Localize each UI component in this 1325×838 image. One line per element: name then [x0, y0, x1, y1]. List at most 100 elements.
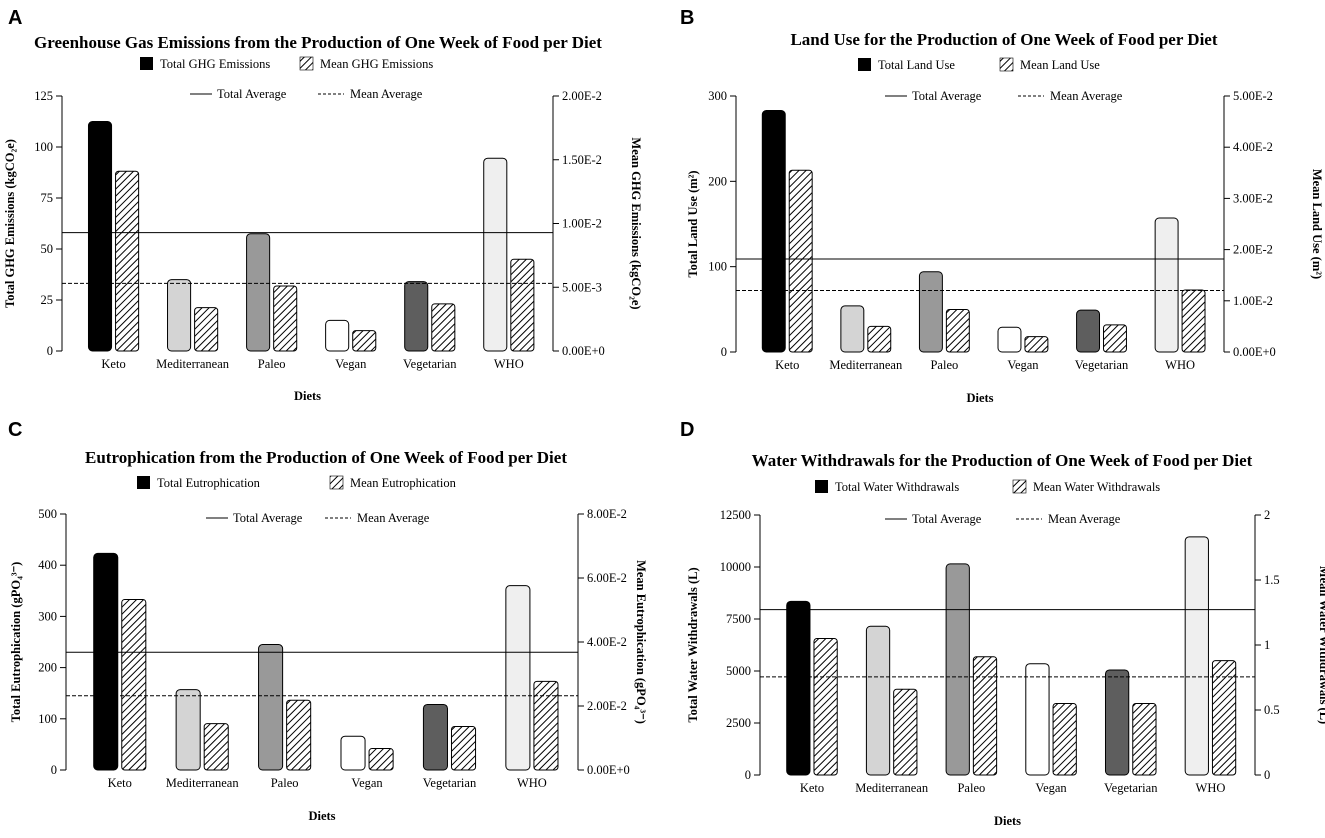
y-axis-label: Total Land Use (m²): [686, 170, 700, 277]
x-tick-label: WHO: [1196, 781, 1226, 795]
y-axis-label: Total Eutrophication (gPO₄³⁻): [9, 562, 23, 723]
bar-mean-keto: [788, 169, 813, 353]
y-axis-label: Total Water Withdrawals (L): [686, 567, 700, 722]
y-tick-label: 10000: [720, 560, 751, 574]
y2-tick-label: 8.00E-2: [587, 507, 627, 521]
bar-total-vegan: [340, 735, 366, 771]
y-tick-label: 25: [41, 293, 54, 307]
legend-label-total-average: Total Average: [912, 89, 982, 103]
bar-mean-paleo: [286, 699, 312, 771]
legend-label-total: Total Water Withdrawals: [835, 480, 959, 494]
legend-label-mean: Mean Eutrophication: [350, 476, 457, 490]
bar-total-paleo: [945, 563, 970, 776]
y2-axis-label: Mean Eutrophication (gPO₄³⁻): [634, 560, 648, 724]
x-tick-label: Paleo: [271, 776, 299, 790]
x-tick-label: Paleo: [930, 358, 958, 372]
bar-mean-mediterranean: [893, 688, 918, 776]
bar-total-who: [1184, 536, 1209, 776]
legend-swatch-mean: [299, 56, 314, 71]
bar-total-vegan: [997, 326, 1022, 353]
x-tick-label: Paleo: [957, 781, 985, 795]
panel-eutrophication: C Eutrophication from the Production of O…: [8, 419, 648, 823]
bar-total-paleo: [258, 644, 284, 771]
bar-mean-paleo: [273, 285, 298, 352]
x-tick-label: WHO: [517, 776, 547, 790]
x-tick-label: Vegetarian: [1075, 358, 1129, 372]
legend-label-mean-average: Mean Average: [357, 511, 430, 525]
y2-axis-label: Mean Water Withdrawals (L): [1317, 566, 1325, 724]
panel-label: D: [680, 419, 694, 441]
legend-label-total: Total Eutrophication: [157, 476, 261, 490]
y-tick-label: 0: [47, 344, 53, 358]
y-tick-label: 300: [708, 89, 727, 103]
x-axis-label: Diets: [994, 814, 1021, 828]
y2-tick-label: 2.00E-2: [562, 89, 602, 103]
bar-mean-who: [510, 258, 535, 352]
chart-title: Land Use for the Production of One Week …: [790, 30, 1217, 49]
y-tick-label: 50: [41, 242, 54, 256]
x-tick-label: Mediterranean: [166, 776, 240, 790]
legend-swatch-mean: [999, 57, 1014, 72]
legend-label-mean-average: Mean Average: [1048, 512, 1121, 526]
bar-mean-vegetarian: [1132, 703, 1157, 776]
x-tick-label: Mediterranean: [829, 358, 903, 372]
x-axis-label: Diets: [966, 391, 993, 405]
x-tick-label: Mediterranean: [855, 781, 929, 795]
legend-swatch-total: [815, 480, 828, 493]
x-tick-label: Vegetarian: [403, 357, 457, 371]
panel-water: D Water Withdrawals for the Production of…: [680, 419, 1325, 828]
legend-label-total-average: Total Average: [912, 512, 982, 526]
bar-mean-vegetarian: [1103, 324, 1127, 353]
bar-mean-paleo: [972, 656, 998, 776]
y-tick-label: 0: [745, 768, 751, 782]
y-tick-label: 5000: [726, 664, 751, 678]
x-tick-label: Vegan: [335, 357, 367, 371]
panel-land-use: B Land Use for the Production of One Week…: [680, 7, 1324, 405]
legend-label-mean: Mean Land Use: [1020, 58, 1100, 72]
bar-total-who: [483, 157, 508, 352]
bar-total-paleo: [246, 233, 271, 352]
bar-total-vegetarian: [404, 281, 429, 352]
legend-swatch-mean: [329, 475, 344, 490]
bar-mean-paleo: [945, 309, 970, 353]
bar-total-vegan: [325, 319, 350, 352]
y2-tick-label: 0.00E+0: [1233, 345, 1276, 359]
y2-tick-label: 0.00E+0: [587, 763, 630, 777]
x-tick-label: Vegetarian: [1104, 781, 1158, 795]
y2-tick-label: 5.00E-3: [562, 280, 602, 294]
y2-axis-label: Mean GHG Emissions (kgCO₂e): [629, 137, 643, 309]
x-tick-label: WHO: [1165, 358, 1195, 372]
x-tick-label: Keto: [800, 781, 824, 795]
y2-tick-label: 4.00E-2: [1233, 140, 1273, 154]
x-axis-label: Diets: [308, 809, 335, 823]
x-tick-label: Keto: [775, 358, 799, 372]
bar-mean-vegan: [1024, 336, 1049, 353]
y2-tick-label: 6.00E-2: [587, 571, 627, 585]
y-tick-label: 7500: [726, 612, 751, 626]
legend-swatch-total: [137, 476, 150, 489]
x-tick-label: Vegetarian: [423, 776, 477, 790]
bar-mean-mediterranean: [194, 307, 219, 352]
y-tick-label: 200: [38, 661, 57, 675]
legend-label-total-average: Total Average: [217, 87, 287, 101]
bar-total-keto: [761, 110, 786, 353]
bar-total-paleo: [918, 271, 943, 353]
y2-tick-label: 0.5: [1264, 703, 1280, 717]
bar-mean-vegan: [368, 748, 394, 771]
bar-total-vegetarian: [1076, 309, 1101, 353]
bar-total-mediterranean: [840, 305, 865, 353]
y-axis-label: Total GHG Emissions (kgCO₂e): [3, 139, 17, 308]
x-tick-label: Keto: [108, 776, 132, 790]
y-tick-label: 12500: [720, 508, 751, 522]
chart-title: Water Withdrawals for the Production of …: [752, 451, 1253, 470]
x-axis-label: Diets: [294, 389, 321, 403]
y2-tick-label: 0.00E+0: [562, 344, 605, 358]
x-tick-label: Vegan: [1035, 781, 1067, 795]
panel-label: C: [8, 419, 22, 441]
y2-tick-label: 1.00E-2: [562, 217, 602, 231]
y2-tick-label: 2.00E-2: [1233, 243, 1273, 257]
bar-total-who: [1154, 217, 1179, 353]
bar-total-mediterranean: [167, 279, 192, 352]
